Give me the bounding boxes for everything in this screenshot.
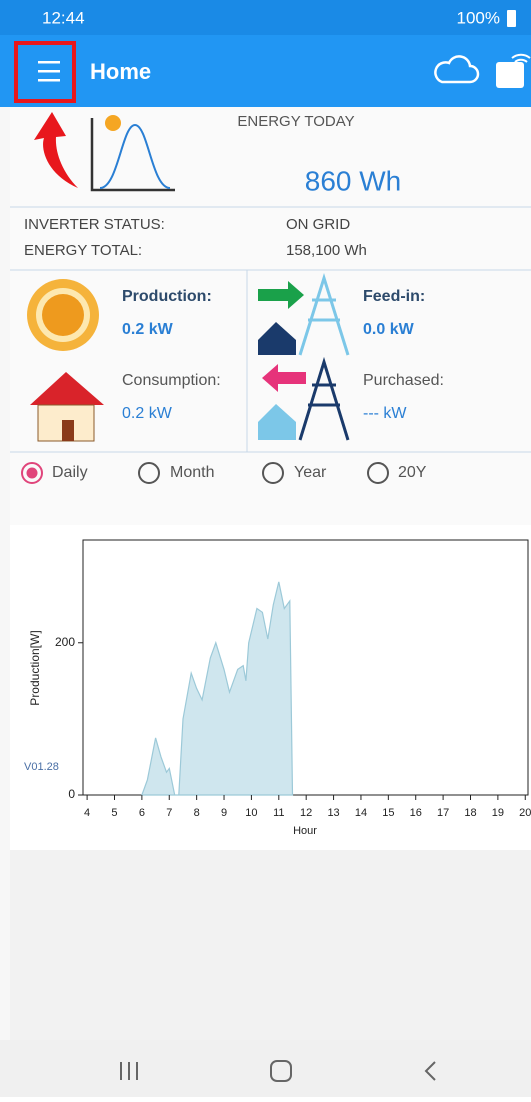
x-tick-label: 12 bbox=[300, 807, 312, 819]
x-tick-label: 13 bbox=[327, 807, 339, 819]
energy-today-value: 860 Wh bbox=[305, 165, 402, 196]
radio-label: Year bbox=[294, 464, 327, 481]
tile-label: Feed-in: bbox=[363, 288, 425, 305]
x-tick-label: 16 bbox=[410, 807, 422, 819]
empty-area bbox=[10, 850, 531, 1040]
x-tick-label: 9 bbox=[221, 807, 227, 819]
energy-today-label: ENERGY TODAY bbox=[237, 113, 354, 130]
x-tick-label: 17 bbox=[437, 807, 449, 819]
nav-bar bbox=[0, 1040, 531, 1097]
x-tick-label: 6 bbox=[139, 807, 145, 819]
radio-label: Daily bbox=[52, 464, 88, 481]
x-tick-label: 10 bbox=[245, 807, 257, 819]
x-tick-label: 20 bbox=[519, 807, 531, 819]
app-title: Home bbox=[90, 59, 151, 84]
status-value: 158,100 Wh bbox=[286, 242, 367, 259]
tile-value: 0.0 kW bbox=[363, 321, 415, 338]
radio-label: Month bbox=[170, 464, 214, 481]
battery-icon bbox=[507, 10, 516, 27]
x-tick-label: 11 bbox=[273, 807, 284, 819]
x-tick-label: 15 bbox=[382, 807, 394, 819]
y-tick-label: 0 bbox=[68, 787, 75, 801]
app-bar bbox=[0, 35, 531, 107]
tile-value: --- kW bbox=[363, 405, 407, 422]
menu-line bbox=[38, 70, 60, 73]
x-tick-label: 7 bbox=[166, 807, 172, 819]
sun-small bbox=[105, 115, 121, 131]
status-value: ON GRID bbox=[286, 216, 350, 233]
tile-label: Consumption: bbox=[122, 372, 221, 389]
tile-label: Purchased: bbox=[363, 372, 444, 389]
x-tick-label: 8 bbox=[194, 807, 200, 819]
battery: 100% bbox=[457, 8, 500, 27]
door bbox=[62, 420, 74, 441]
x-axis-label: Hour bbox=[293, 825, 317, 837]
status-label: ENERGY TOTAL: bbox=[24, 242, 142, 259]
screen: 12:44 100% Home ENERGY TODAY 860 Wh INVE… bbox=[0, 0, 531, 1097]
y-axis-label: Production[W] bbox=[28, 630, 42, 705]
y-tick-label: 200 bbox=[55, 635, 75, 649]
tile-value: 0.2 kW bbox=[122, 321, 174, 338]
sun-core bbox=[42, 294, 84, 336]
annotation: V01.28 bbox=[24, 761, 59, 773]
menu-line bbox=[38, 61, 60, 64]
menu-line bbox=[38, 79, 60, 82]
x-tick-label: 14 bbox=[355, 807, 367, 819]
x-tick-label: 5 bbox=[111, 807, 117, 819]
x-tick-label: 4 bbox=[84, 807, 90, 819]
tile-value: 0.2 kW bbox=[122, 405, 173, 422]
tile-label: Production: bbox=[122, 288, 212, 305]
status-label: INVERTER STATUS: bbox=[24, 216, 165, 233]
x-tick-label: 18 bbox=[464, 807, 476, 819]
page: 12:44 100% Home ENERGY TODAY 860 Wh INVE… bbox=[0, 0, 531, 1097]
clock: 12:44 bbox=[42, 8, 85, 27]
radio-label: 20Y bbox=[398, 464, 427, 481]
radio-dot bbox=[27, 468, 38, 479]
sun-icon bbox=[27, 279, 99, 351]
x-tick-label: 19 bbox=[492, 807, 504, 819]
inverter-icon bbox=[496, 62, 524, 88]
